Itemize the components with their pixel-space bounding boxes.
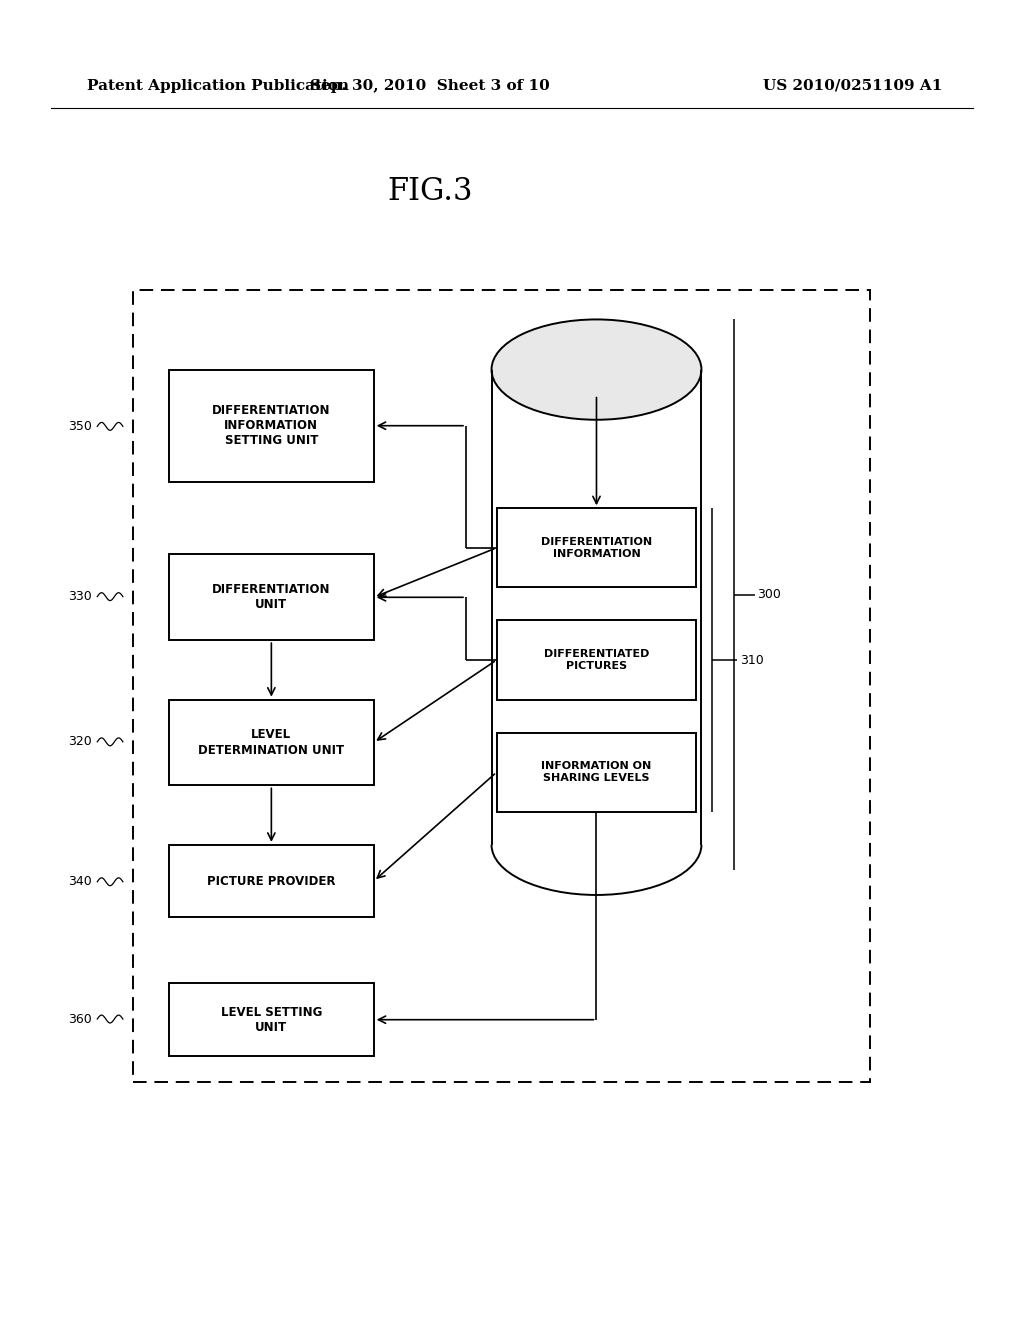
- Text: 360: 360: [69, 1012, 92, 1026]
- Bar: [169, 845, 374, 917]
- Text: INFORMATION ON
SHARING LEVELS: INFORMATION ON SHARING LEVELS: [542, 762, 651, 783]
- Text: 340: 340: [69, 875, 92, 888]
- Text: FIG.3: FIG.3: [387, 176, 473, 207]
- Text: LEVEL
DETERMINATION UNIT: LEVEL DETERMINATION UNIT: [199, 729, 344, 756]
- Bar: [169, 700, 374, 785]
- Text: DIFFERENTIATION
INFORMATION
SETTING UNIT: DIFFERENTIATION INFORMATION SETTING UNIT: [212, 404, 331, 447]
- Text: PICTURE PROVIDER: PICTURE PROVIDER: [207, 875, 336, 887]
- Text: DIFFERENTIATED
PICTURES: DIFFERENTIATED PICTURES: [544, 649, 649, 671]
- Bar: [169, 554, 374, 640]
- Text: DIFFERENTIATION
UNIT: DIFFERENTIATION UNIT: [212, 583, 331, 611]
- Text: Sep. 30, 2010  Sheet 3 of 10: Sep. 30, 2010 Sheet 3 of 10: [310, 79, 550, 92]
- Bar: [133, 290, 870, 1082]
- Text: 320: 320: [69, 735, 92, 748]
- Bar: [497, 733, 696, 812]
- Text: LEVEL SETTING
UNIT: LEVEL SETTING UNIT: [221, 1006, 322, 1034]
- Text: US 2010/0251109 A1: US 2010/0251109 A1: [763, 79, 942, 92]
- Text: 300: 300: [757, 589, 780, 601]
- Bar: [169, 983, 374, 1056]
- Text: Patent Application Publication: Patent Application Publication: [87, 79, 349, 92]
- Bar: [497, 508, 696, 587]
- Bar: [497, 620, 696, 700]
- Text: 330: 330: [69, 590, 92, 603]
- Ellipse shape: [492, 319, 701, 420]
- Text: 350: 350: [69, 420, 92, 433]
- Bar: [169, 370, 374, 482]
- Text: DIFFERENTIATION
INFORMATION: DIFFERENTIATION INFORMATION: [541, 537, 652, 558]
- Text: 310: 310: [740, 653, 764, 667]
